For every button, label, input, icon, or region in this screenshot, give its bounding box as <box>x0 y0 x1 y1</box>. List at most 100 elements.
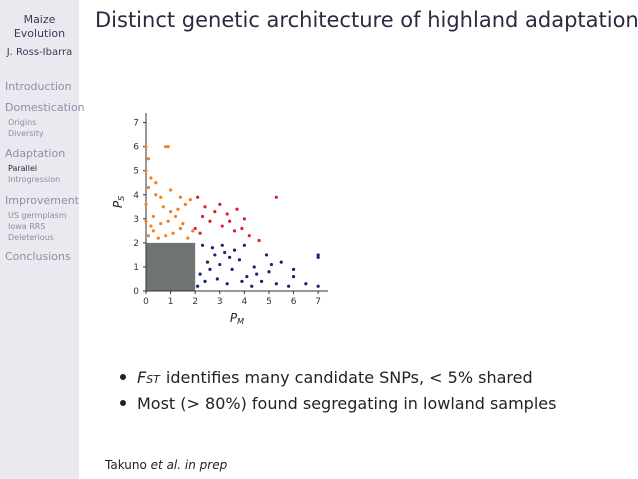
fst-symbol: F <box>137 368 147 387</box>
scatter-point <box>304 282 308 286</box>
scatter-point <box>215 277 219 281</box>
sidebar-nav: Maize Evolution J. Ross-Ibarra Introduct… <box>0 0 85 479</box>
scatter-point <box>200 243 205 247</box>
sidebar-sub-origins[interactable]: Origins <box>8 118 37 127</box>
scatter-point <box>188 197 192 202</box>
scatter-point <box>264 253 269 257</box>
scatter-point <box>235 207 239 211</box>
y-tick-label: 2 <box>133 239 139 249</box>
scatter-point <box>213 253 217 257</box>
sidebar-item-conclusions[interactable]: Conclusions <box>5 250 71 263</box>
scatter-point <box>232 248 237 252</box>
scatter-point <box>198 231 202 235</box>
x-tick-label: 0 <box>143 297 149 307</box>
y-tick-label: 1 <box>133 263 139 273</box>
scatter-point <box>267 270 271 274</box>
sidebar-author: J. Ross-Ibarra <box>6 47 73 58</box>
sidebar-item-improvement[interactable]: Improvement <box>5 194 79 207</box>
citation-author: Takuno <box>105 458 147 472</box>
citation-etal: et al. <box>150 458 182 472</box>
bullet-item: Most (> 80%) found segregating in lowlan… <box>120 394 556 420</box>
sidebar-sub-diversity[interactable]: Diversity <box>8 129 44 138</box>
scatter-point <box>178 226 183 231</box>
scatter-point <box>240 226 244 231</box>
scatter-point <box>220 224 224 228</box>
scatter-point <box>151 214 155 219</box>
x-tick-label: 6 <box>291 297 297 307</box>
scatter-point <box>291 267 296 271</box>
sidebar-sub-introgression[interactable]: Introgression <box>8 175 61 184</box>
scatter-point <box>196 195 200 199</box>
scatter-point <box>274 195 278 199</box>
scatter-point <box>156 277 160 281</box>
scatter-point <box>161 205 165 209</box>
scatter-point <box>156 236 160 240</box>
scatter-point <box>259 279 264 283</box>
scatter-point <box>181 253 185 257</box>
y-tick-label: 3 <box>133 215 139 225</box>
scatter-point <box>159 195 163 199</box>
scatter-point <box>188 282 192 286</box>
scatter-point <box>257 238 261 243</box>
scatter-point <box>193 226 197 231</box>
scatter-chart: 0 1 2 3 4 5 6 7 0 1 2 3 4 5 6 7 PM PS <box>111 113 328 326</box>
x-tick-label: 7 <box>315 297 321 307</box>
scatter-point <box>168 265 173 269</box>
bullet2-text: Most (> 80%) found segregating in lowlan… <box>137 394 557 413</box>
scatter-point <box>159 222 163 226</box>
bullet1-text: identifies many candidate SNPs, < 5% sha… <box>165 368 533 387</box>
scatter-point <box>203 279 207 283</box>
scatter-point <box>149 176 153 180</box>
sidebar-title-line2: Evolution <box>13 27 66 40</box>
scatter-point <box>144 219 148 223</box>
scatter-point <box>181 222 185 226</box>
citation-status: in prep <box>184 458 228 472</box>
scatter-point <box>208 267 212 271</box>
scatter-point <box>166 145 170 149</box>
scatter-point <box>176 207 180 211</box>
sidebar-item-introduction[interactable]: Introduction <box>5 80 72 93</box>
scatter-point <box>186 236 190 240</box>
scatter-point <box>242 217 246 221</box>
scatter-point <box>316 255 320 259</box>
scatter-point <box>242 243 246 247</box>
x-tick-label: 2 <box>192 297 198 307</box>
sidebar-sub-deleterious[interactable]: Deleterious <box>8 233 54 242</box>
scatter-point <box>144 169 148 173</box>
bullet-dot <box>120 400 126 406</box>
scatter-point <box>247 234 251 238</box>
sidebar-sub-parallel[interactable]: Parallel <box>8 164 38 173</box>
scatter-point <box>168 210 173 214</box>
sidebar-sub-iowa-rrs[interactable]: Iowa RRS <box>8 222 46 231</box>
y-tick-label: 4 <box>133 191 139 201</box>
scatter-point <box>164 234 168 238</box>
scatter-point <box>146 185 151 190</box>
scatter-point <box>198 272 202 276</box>
scatter-point <box>269 262 274 267</box>
slide-title: Distinct genetic architecture of highlan… <box>95 8 638 32</box>
scatter-point <box>287 284 291 288</box>
scatter-point <box>196 284 200 288</box>
sidebar-title: Maize Evolution <box>0 13 79 41</box>
scatter-point <box>279 260 283 264</box>
scatter-point <box>210 246 215 250</box>
bullet-dot <box>120 374 126 380</box>
sidebar-sub-us-germplasm[interactable]: US germplasm <box>8 211 67 220</box>
scatter-point <box>225 282 229 286</box>
y-tick-label: 0 <box>133 287 139 297</box>
scatter-point <box>146 157 151 161</box>
scatter-point <box>151 229 155 233</box>
scatter-point <box>146 234 151 238</box>
scatter-point <box>171 231 175 235</box>
x-tick-label: 4 <box>242 297 248 307</box>
sidebar-item-domestication[interactable]: Domestication <box>5 101 85 114</box>
scatter-point <box>228 219 232 223</box>
scatter-point <box>168 188 173 192</box>
scatter-point <box>173 214 178 219</box>
x-tick-label: 3 <box>217 297 223 307</box>
scatter-point <box>183 202 187 207</box>
scatter-point <box>255 272 259 276</box>
sidebar-item-adaptation[interactable]: Adaptation <box>5 147 66 160</box>
x-tick-label: 1 <box>168 297 174 307</box>
bullet-list: F ST identifies many candidate SNPs, < 5%… <box>120 368 556 420</box>
